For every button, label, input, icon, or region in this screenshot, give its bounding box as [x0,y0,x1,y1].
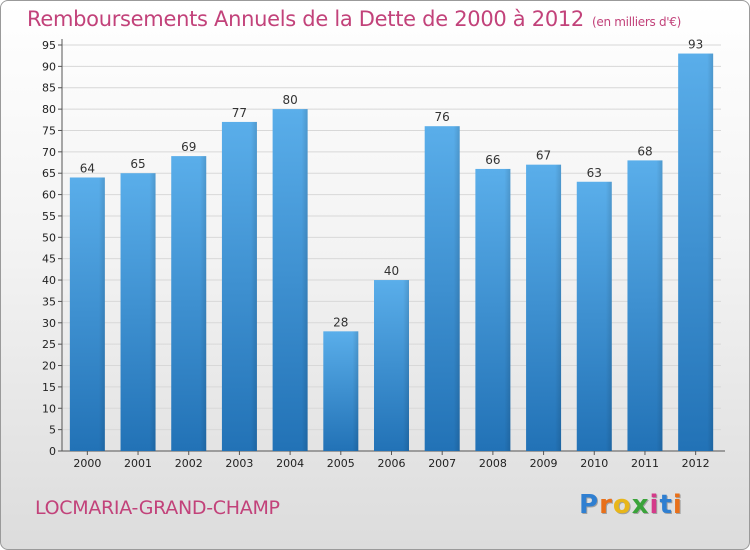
data-label: 67 [536,149,551,163]
bar-shade [656,160,663,452]
city-name: LOCMARIA-GRAND-CHAMP [35,497,280,519]
bar-shade [504,168,511,452]
logo-letter: P [579,490,600,520]
logo-letter: i [672,490,683,520]
y-tick-label: 65 [42,167,56,180]
chart-title-text: Remboursements Annuels de la Dette de 20… [27,7,584,31]
y-tick-label: 80 [42,103,56,116]
bar-shade [250,121,257,451]
y-tick-label: 15 [42,381,56,394]
bar-shade [149,173,156,452]
data-label: 68 [637,144,652,158]
x-tick-label: 2002 [175,457,203,470]
y-tick-label: 50 [42,231,56,244]
data-label: 64 [80,161,95,175]
x-tick-label: 2008 [479,457,507,470]
bar-shade [301,109,308,452]
logo-letter: i [649,490,660,520]
data-label: 76 [435,110,450,124]
axes: 0 5 10 15 20 25 30 35 40 45 50 55 60 65 70 75 80 85 90 95 20… [42,39,725,470]
bar-shade [352,331,359,451]
data-label: 69 [181,140,196,154]
bar-shade [453,126,460,451]
y-tick-label: 0 [49,445,56,458]
y-tick-label: 30 [42,317,56,330]
x-tick-label: 2004 [276,457,304,470]
x-tick-label: 2011 [631,457,659,470]
x-tick-label: 2006 [378,457,406,470]
data-label: 63 [587,166,602,180]
chart-subtitle: (en milliers d'€) [592,15,682,29]
bar-shade [200,156,207,451]
data-label: 66 [485,153,500,167]
data-label: 28 [333,315,348,329]
y-tick-label: 5 [49,424,56,437]
y-tick-label: 25 [42,338,56,351]
data-label: 77 [232,106,247,120]
y-tick-label: 75 [42,124,56,137]
x-tick-label: 2005 [327,457,355,470]
bar-shade [605,181,612,452]
y-tick-label: 70 [42,146,56,159]
bar-shade [403,280,409,451]
bar-shade [707,53,714,452]
y-tick-label: 35 [42,295,56,308]
data-label: 93 [688,38,703,52]
x-tick-label: 2009 [530,457,558,470]
y-tick-label: 60 [42,189,56,202]
chart-title: Remboursements Annuels de la Dette de 20… [27,7,681,31]
x-tick-label: 2007 [428,457,456,470]
x-tick-label: 2003 [225,457,253,470]
data-label: 65 [130,157,145,171]
logo-letter: x [631,490,650,520]
data-label: 40 [384,264,399,278]
y-tick-label: 20 [42,360,56,373]
y-tick-label: 95 [42,39,56,52]
y-tick-label: 55 [42,210,56,223]
y-tick-label: 90 [42,60,56,73]
x-tick-label: 2012 [682,457,710,470]
x-tick-label: 2010 [580,457,608,470]
bars: 64 65 69 77 80 28 40 76 66 67 63 68 93 [69,38,714,452]
y-tick-label: 85 [42,82,56,95]
bar-shade [555,164,562,452]
bar-shade [98,177,105,452]
x-tick-label: 2001 [124,457,152,470]
logo-letter: o [612,490,632,520]
logo-letter: t [659,490,673,520]
y-tick-label: 45 [42,253,56,266]
x-tick-label: 2000 [73,457,101,470]
data-label: 80 [282,93,297,107]
y-tick-label: 40 [42,274,56,287]
proxiti-logo[interactable]: Proxiti [579,490,683,520]
logo-letter: r [599,490,613,520]
y-tick-label: 10 [42,402,56,415]
